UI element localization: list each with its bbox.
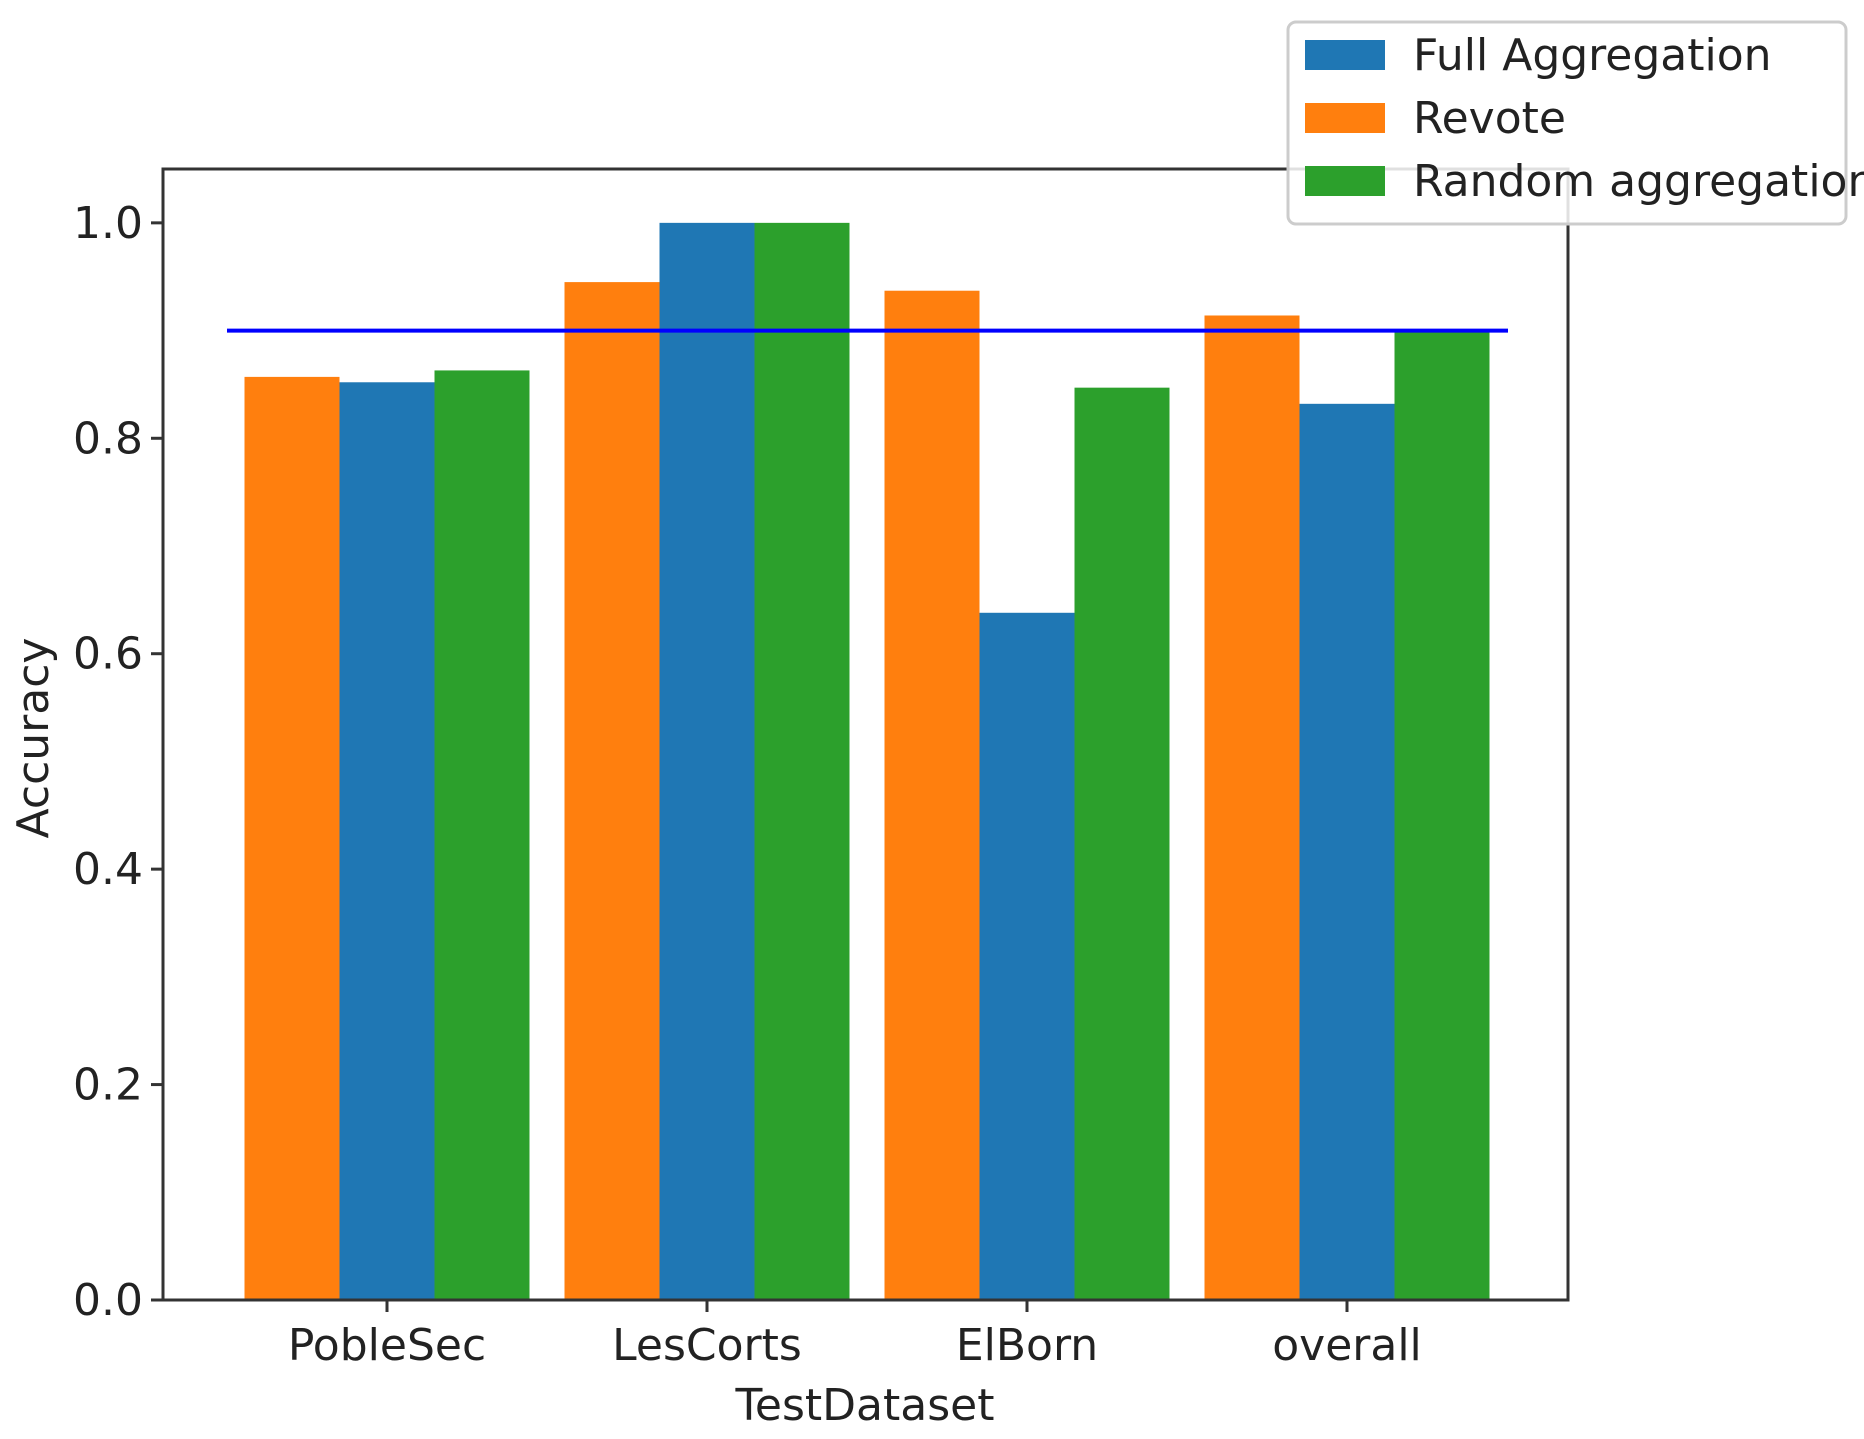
x-axis-title: TestDataset: [735, 1380, 995, 1431]
legend: Full Aggregation Revote Random aggregation: [1286, 20, 1864, 226]
bar-revote-lescorts: [564, 282, 660, 1301]
x-tick-label: PobleSec: [288, 1320, 486, 1371]
bar-revote-overall: [1204, 315, 1300, 1300]
y-tick-label: 1.0: [73, 198, 143, 249]
y-tick-label: 0.0: [73, 1275, 143, 1326]
bar-random-aggregation-elborn: [1074, 387, 1170, 1300]
bar-random-aggregation-overall: [1394, 331, 1490, 1300]
bar-full-aggregation-lescorts: [659, 222, 755, 1300]
bar-full-aggregation-overall: [1299, 403, 1395, 1300]
x-tick-label: ElBorn: [956, 1320, 1098, 1371]
bar-full-aggregation-elborn: [979, 612, 1075, 1300]
legend-label-revote: Revote: [1413, 93, 1566, 144]
legend-label-random-aggregation: Random aggregation: [1413, 156, 1864, 207]
y-axis: 0.0 0.2 0.4 0.6 0.8 1.0: [73, 198, 163, 1326]
bar-revote-elborn: [884, 290, 980, 1300]
bar-random-aggregation-poblesec: [434, 370, 530, 1300]
legend-swatch-random-aggregation: [1305, 166, 1385, 196]
legend-swatch-full-aggregation: [1305, 40, 1385, 70]
y-tick-label: 0.2: [73, 1060, 143, 1111]
legend-swatch-revote: [1305, 103, 1385, 133]
y-axis-title: Accuracy: [8, 638, 59, 839]
bars-group: [244, 222, 1490, 1301]
x-axis: PobleSec LesCorts ElBorn overall: [288, 1300, 1422, 1371]
x-tick-label: LesCorts: [612, 1320, 802, 1371]
x-tick-label: overall: [1272, 1320, 1422, 1371]
legend-label-full-aggregation: Full Aggregation: [1413, 30, 1772, 81]
legend-box: [1286, 20, 1848, 226]
plot-frame: [161, 167, 1570, 1302]
y-tick-label: 0.8: [73, 413, 143, 464]
bar-revote-poblesec: [244, 376, 340, 1301]
bar-full-aggregation-poblesec: [339, 382, 435, 1300]
bar-random-aggregation-lescorts: [754, 222, 850, 1300]
y-tick-label: 0.4: [73, 844, 143, 895]
y-tick-label: 0.6: [73, 629, 143, 680]
